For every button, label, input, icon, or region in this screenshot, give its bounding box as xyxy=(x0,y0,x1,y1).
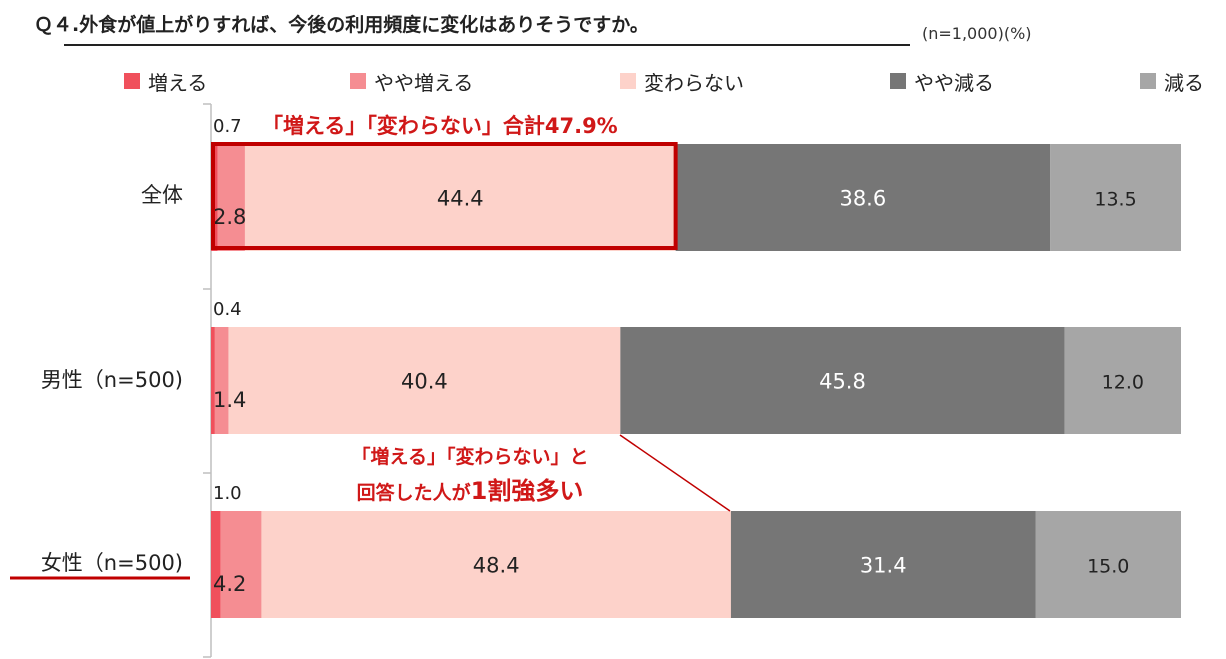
legend-swatch xyxy=(350,73,366,89)
highlight-box xyxy=(211,142,678,250)
legend-swatch xyxy=(890,73,906,89)
bar-segment xyxy=(244,144,676,251)
data-label: 12.0 xyxy=(1102,372,1144,394)
sample-size-note: (n=1,000)(%) xyxy=(922,24,1032,43)
callout-line-2: 回答した人が1割強多い xyxy=(357,477,584,505)
bar-segment xyxy=(220,511,262,618)
bar-segment xyxy=(211,327,215,434)
bar-segment xyxy=(1050,144,1181,251)
callout-line-2-emphasis: 1割強多い xyxy=(471,477,584,505)
bar-segment xyxy=(620,327,1065,434)
legend: 増える やや増える 変わらない やや減る 減る xyxy=(0,66,1226,96)
data-label: 13.5 xyxy=(1094,189,1136,211)
chart-title: Ｑ４.外食が値上がりすれば、今後の利用頻度に変化はありそうですか。 xyxy=(34,14,649,36)
data-label: 0.4 xyxy=(213,299,242,320)
title-underline xyxy=(64,44,910,46)
legend-swatch xyxy=(124,73,140,89)
bar-segment xyxy=(211,511,221,618)
bar-segment xyxy=(228,327,621,434)
legend-label: やや減る xyxy=(914,70,994,95)
data-label: 40.4 xyxy=(401,370,448,394)
data-label: 0.7 xyxy=(213,116,242,137)
bar-segment xyxy=(730,511,1036,618)
data-label: 38.6 xyxy=(839,187,886,211)
legend-item-2: 変わらない xyxy=(620,66,744,96)
data-label: 48.4 xyxy=(473,554,520,578)
category-label: 全体 xyxy=(141,183,183,207)
category-label: 男性（n=500) xyxy=(41,368,183,392)
bar-segment xyxy=(214,327,229,434)
data-label: 44.4 xyxy=(437,187,484,211)
category-label: 女性（n=500) xyxy=(41,551,183,575)
bar-segment xyxy=(1064,327,1181,434)
bar-segment xyxy=(217,144,245,251)
legend-item-3: やや減る xyxy=(890,66,994,96)
legend-label: 減る xyxy=(1164,70,1204,95)
bar-segment xyxy=(1035,511,1181,618)
data-label: 1.0 xyxy=(213,483,242,504)
legend-item-0: 増える xyxy=(124,66,207,96)
legend-label: 増える xyxy=(148,70,208,95)
callout-line-2-prefix: 回答した人が xyxy=(357,481,471,504)
data-label: 2.8 xyxy=(213,205,246,229)
legend-label: 変わらない xyxy=(644,70,744,95)
legend-item-1: やや増える xyxy=(350,66,473,96)
total-annotation: 「増える」「変わらない」合計47.9% xyxy=(262,114,618,138)
callout-line-1: 「増える」「変わらない」と xyxy=(352,445,589,468)
data-label: 4.2 xyxy=(213,572,246,596)
legend-label: やや増える xyxy=(374,70,474,95)
legend-item-4: 減る xyxy=(1140,66,1204,96)
legend-swatch xyxy=(1140,73,1156,89)
data-label: 45.8 xyxy=(819,370,866,394)
bar-segment xyxy=(261,511,731,618)
data-label: 15.0 xyxy=(1087,556,1129,578)
bar-segment xyxy=(675,144,1051,251)
data-label: 31.4 xyxy=(860,554,907,578)
legend-swatch xyxy=(620,73,636,89)
data-label: 1.4 xyxy=(213,388,246,412)
callout-connector xyxy=(619,434,731,512)
